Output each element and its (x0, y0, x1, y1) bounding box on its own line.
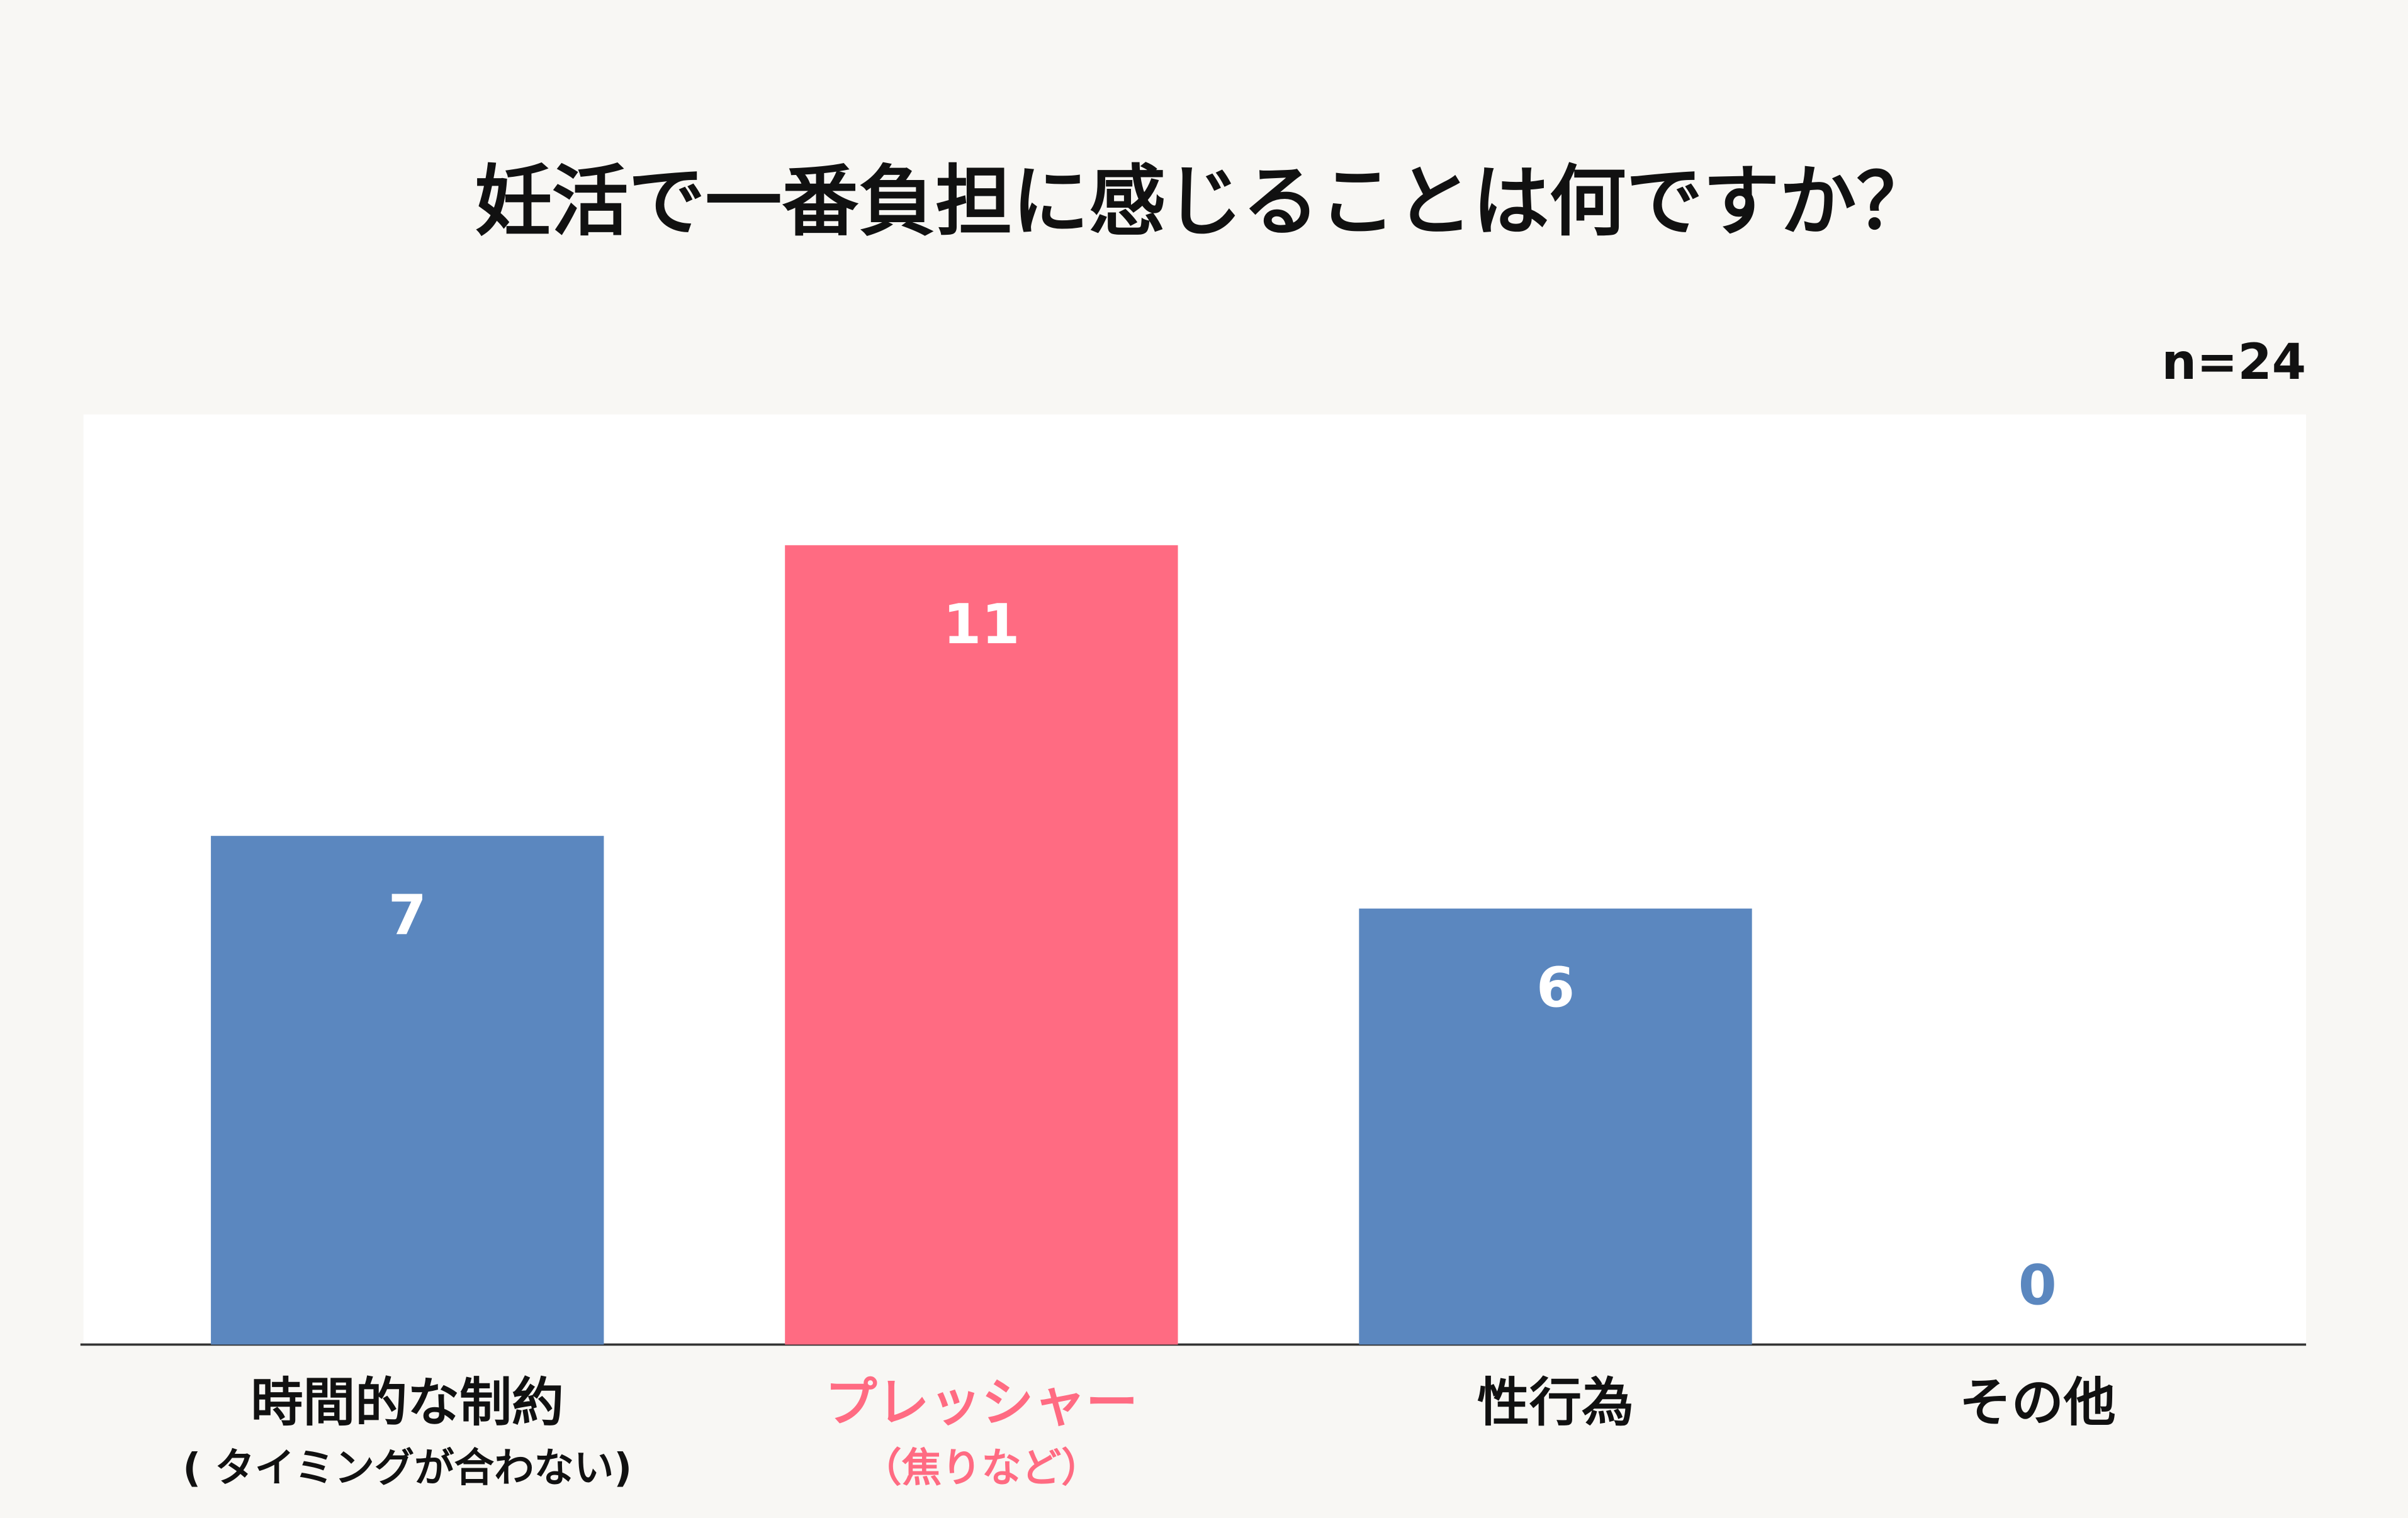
value-label: 7 (388, 883, 427, 947)
bar (1359, 908, 1752, 1345)
x-tick-label: プレッシャー (825, 1372, 1138, 1433)
x-tick-sublabel: （焦りなど） (862, 1444, 1101, 1491)
value-label: 11 (943, 592, 1020, 656)
annotation: n=24 (2162, 334, 2307, 391)
x-tick-sublabel: ( タイミングが合わない) (183, 1444, 632, 1491)
chart-title: 妊活で一番負担に感じることは何ですか？ (475, 157, 1933, 246)
x-tick-label: 時間的な制約 (251, 1372, 564, 1433)
x-tick-label: 性行為 (1477, 1372, 1634, 1433)
value-label: 0 (2018, 1254, 2057, 1318)
bar (785, 545, 1178, 1345)
bar (211, 836, 604, 1345)
x-tick-label: その他 (1959, 1372, 2116, 1433)
value-label: 6 (1536, 955, 1575, 1020)
